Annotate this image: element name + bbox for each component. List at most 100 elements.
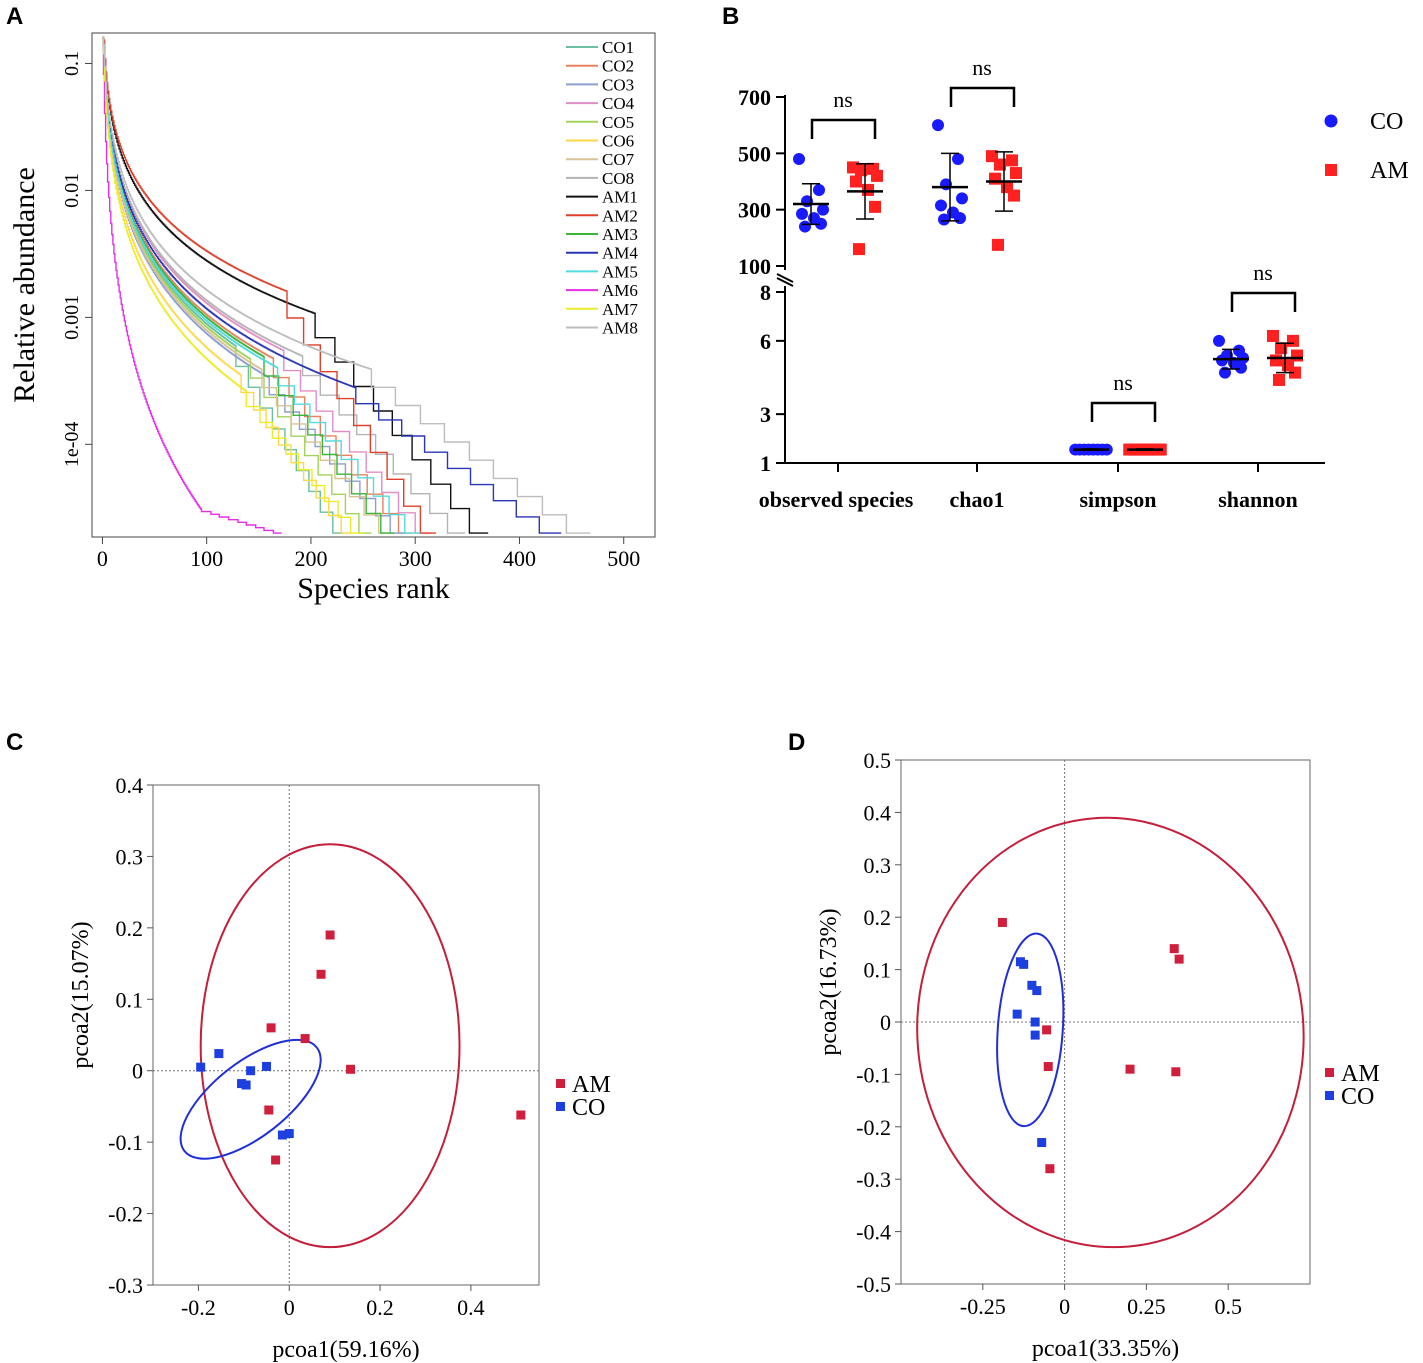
y-tick-label: 0.4 xyxy=(116,773,144,798)
point-co xyxy=(817,203,829,216)
point-co xyxy=(246,1066,256,1076)
point-am xyxy=(1169,944,1179,954)
x-tick-label: 0.5 xyxy=(1214,1294,1242,1319)
legend-marker-am xyxy=(1325,164,1337,176)
point-am xyxy=(1171,1067,1181,1077)
point-co xyxy=(815,217,827,230)
point-am xyxy=(1275,342,1287,355)
y-tick-label: 6 xyxy=(760,329,771,354)
confidence-ellipse-am xyxy=(916,816,1305,1249)
y-tick-label: -0.3 xyxy=(108,1273,143,1298)
point-am xyxy=(994,158,1006,171)
point-am xyxy=(853,243,865,256)
y-tick-label: 0.1 xyxy=(864,958,892,983)
point-co xyxy=(799,220,811,233)
point-co xyxy=(1019,959,1029,969)
x-tick-label: 0.2 xyxy=(366,1295,394,1320)
y-tick-label: 1 xyxy=(760,451,771,476)
point-am xyxy=(862,183,874,196)
point-am xyxy=(1270,354,1282,367)
point-am xyxy=(1125,1064,1135,1074)
point-am xyxy=(1287,334,1299,347)
curve-am4 xyxy=(102,36,562,534)
legend-label-co1: CO1 xyxy=(602,38,634,57)
point-co xyxy=(813,183,825,196)
plot-frame xyxy=(91,32,656,538)
curve-co4 xyxy=(102,36,431,534)
point-co xyxy=(1235,361,1247,374)
pcoa-chart-d: -0.25 0 0.25 0.5 0.5 0.4 0.3 0.2 0.1 0 -0.1 -0.2 -0.… xyxy=(816,748,1380,1362)
legend-marker-co xyxy=(1325,1091,1334,1100)
x-tick-label: 200 xyxy=(294,546,327,571)
point-co xyxy=(1032,986,1042,996)
y-tick-label: -0.3 xyxy=(856,1167,891,1192)
y-tick-label: -0.2 xyxy=(108,1202,143,1227)
legend-label-co8: CO8 xyxy=(602,169,634,188)
category-label-simpson: simpson xyxy=(1079,487,1156,512)
y-tick-label: -0.4 xyxy=(856,1220,891,1245)
point-co xyxy=(237,1079,247,1089)
y-tick-label: -0.5 xyxy=(856,1272,891,1297)
point-am xyxy=(264,1105,274,1115)
legend-label-am3: AM3 xyxy=(602,225,638,244)
x-tick-label: 0.25 xyxy=(1127,1294,1166,1319)
legend-label-co: CO xyxy=(1370,109,1403,135)
significance-label: ns xyxy=(1253,260,1273,285)
legend-label-am: AM xyxy=(572,1072,611,1098)
y-axis-title: pcoa2(16.73%) xyxy=(816,908,842,1055)
point-am xyxy=(989,172,1001,185)
significance-bracket xyxy=(1230,291,1297,312)
legend-label-am6: AM6 xyxy=(602,281,638,300)
point-co xyxy=(241,1080,251,1090)
legend-label-co2: CO2 xyxy=(602,57,634,76)
x-tick-label: 0 xyxy=(1059,1294,1070,1319)
panel-letter-d: D xyxy=(788,729,805,756)
y-tick-label: 1e-04 xyxy=(61,422,83,468)
point-am xyxy=(869,200,881,213)
y-tick-label: 0.5 xyxy=(864,748,892,773)
curve-am1 xyxy=(102,36,489,534)
legend-label-am: AM xyxy=(1341,1061,1380,1087)
point-am xyxy=(300,1034,310,1044)
panel-letter-a: A xyxy=(6,3,23,30)
point-co xyxy=(1213,334,1225,347)
legend-label-co7: CO7 xyxy=(602,150,635,169)
y-tick-label: 100 xyxy=(738,254,771,279)
significance-bracket xyxy=(1090,401,1157,422)
significance-bracket xyxy=(810,118,877,139)
curve-am5 xyxy=(102,36,421,534)
y-tick-label: -0.1 xyxy=(108,1130,143,1155)
legend-label-am8: AM8 xyxy=(602,319,638,338)
point-co xyxy=(196,1062,206,1072)
legend-marker-am xyxy=(556,1079,565,1088)
point-am xyxy=(871,169,883,182)
point-am xyxy=(997,917,1007,927)
curve-co8 xyxy=(102,36,466,534)
point-am xyxy=(1174,954,1184,964)
point-am xyxy=(1267,329,1279,342)
legend-marker-am xyxy=(1325,1068,1334,1077)
confidence-ellipse-co xyxy=(996,932,1065,1128)
point-co xyxy=(935,199,947,212)
plot-frame xyxy=(152,784,540,1286)
y-tick-label: 700 xyxy=(738,85,771,110)
curve-am2 xyxy=(102,36,437,534)
x-axis-title: pcoa1(33.35%) xyxy=(1032,1336,1179,1362)
x-tick-label: -0.2 xyxy=(181,1295,216,1320)
point-am xyxy=(1008,189,1020,202)
curve-co1 xyxy=(102,36,345,534)
rank-abundance-chart: 0 100 200 300 400 500 0.1 0.01 0.001 1e-04 Species… xyxy=(8,32,656,605)
x-tick-label: 100 xyxy=(190,546,223,571)
legend-marker-co xyxy=(1324,114,1338,128)
x-tick-label: 0 xyxy=(97,546,108,571)
curve-am7 xyxy=(102,36,364,534)
curve-am6 xyxy=(102,36,282,534)
point-co xyxy=(952,152,964,165)
legend-label-co3: CO3 xyxy=(602,75,634,94)
legend-label-am2: AM2 xyxy=(602,206,638,225)
point-co xyxy=(262,1061,272,1071)
point-am xyxy=(1010,167,1022,180)
legend-label-am4: AM4 xyxy=(602,244,638,263)
x-tick-label: 0.4 xyxy=(457,1295,485,1320)
